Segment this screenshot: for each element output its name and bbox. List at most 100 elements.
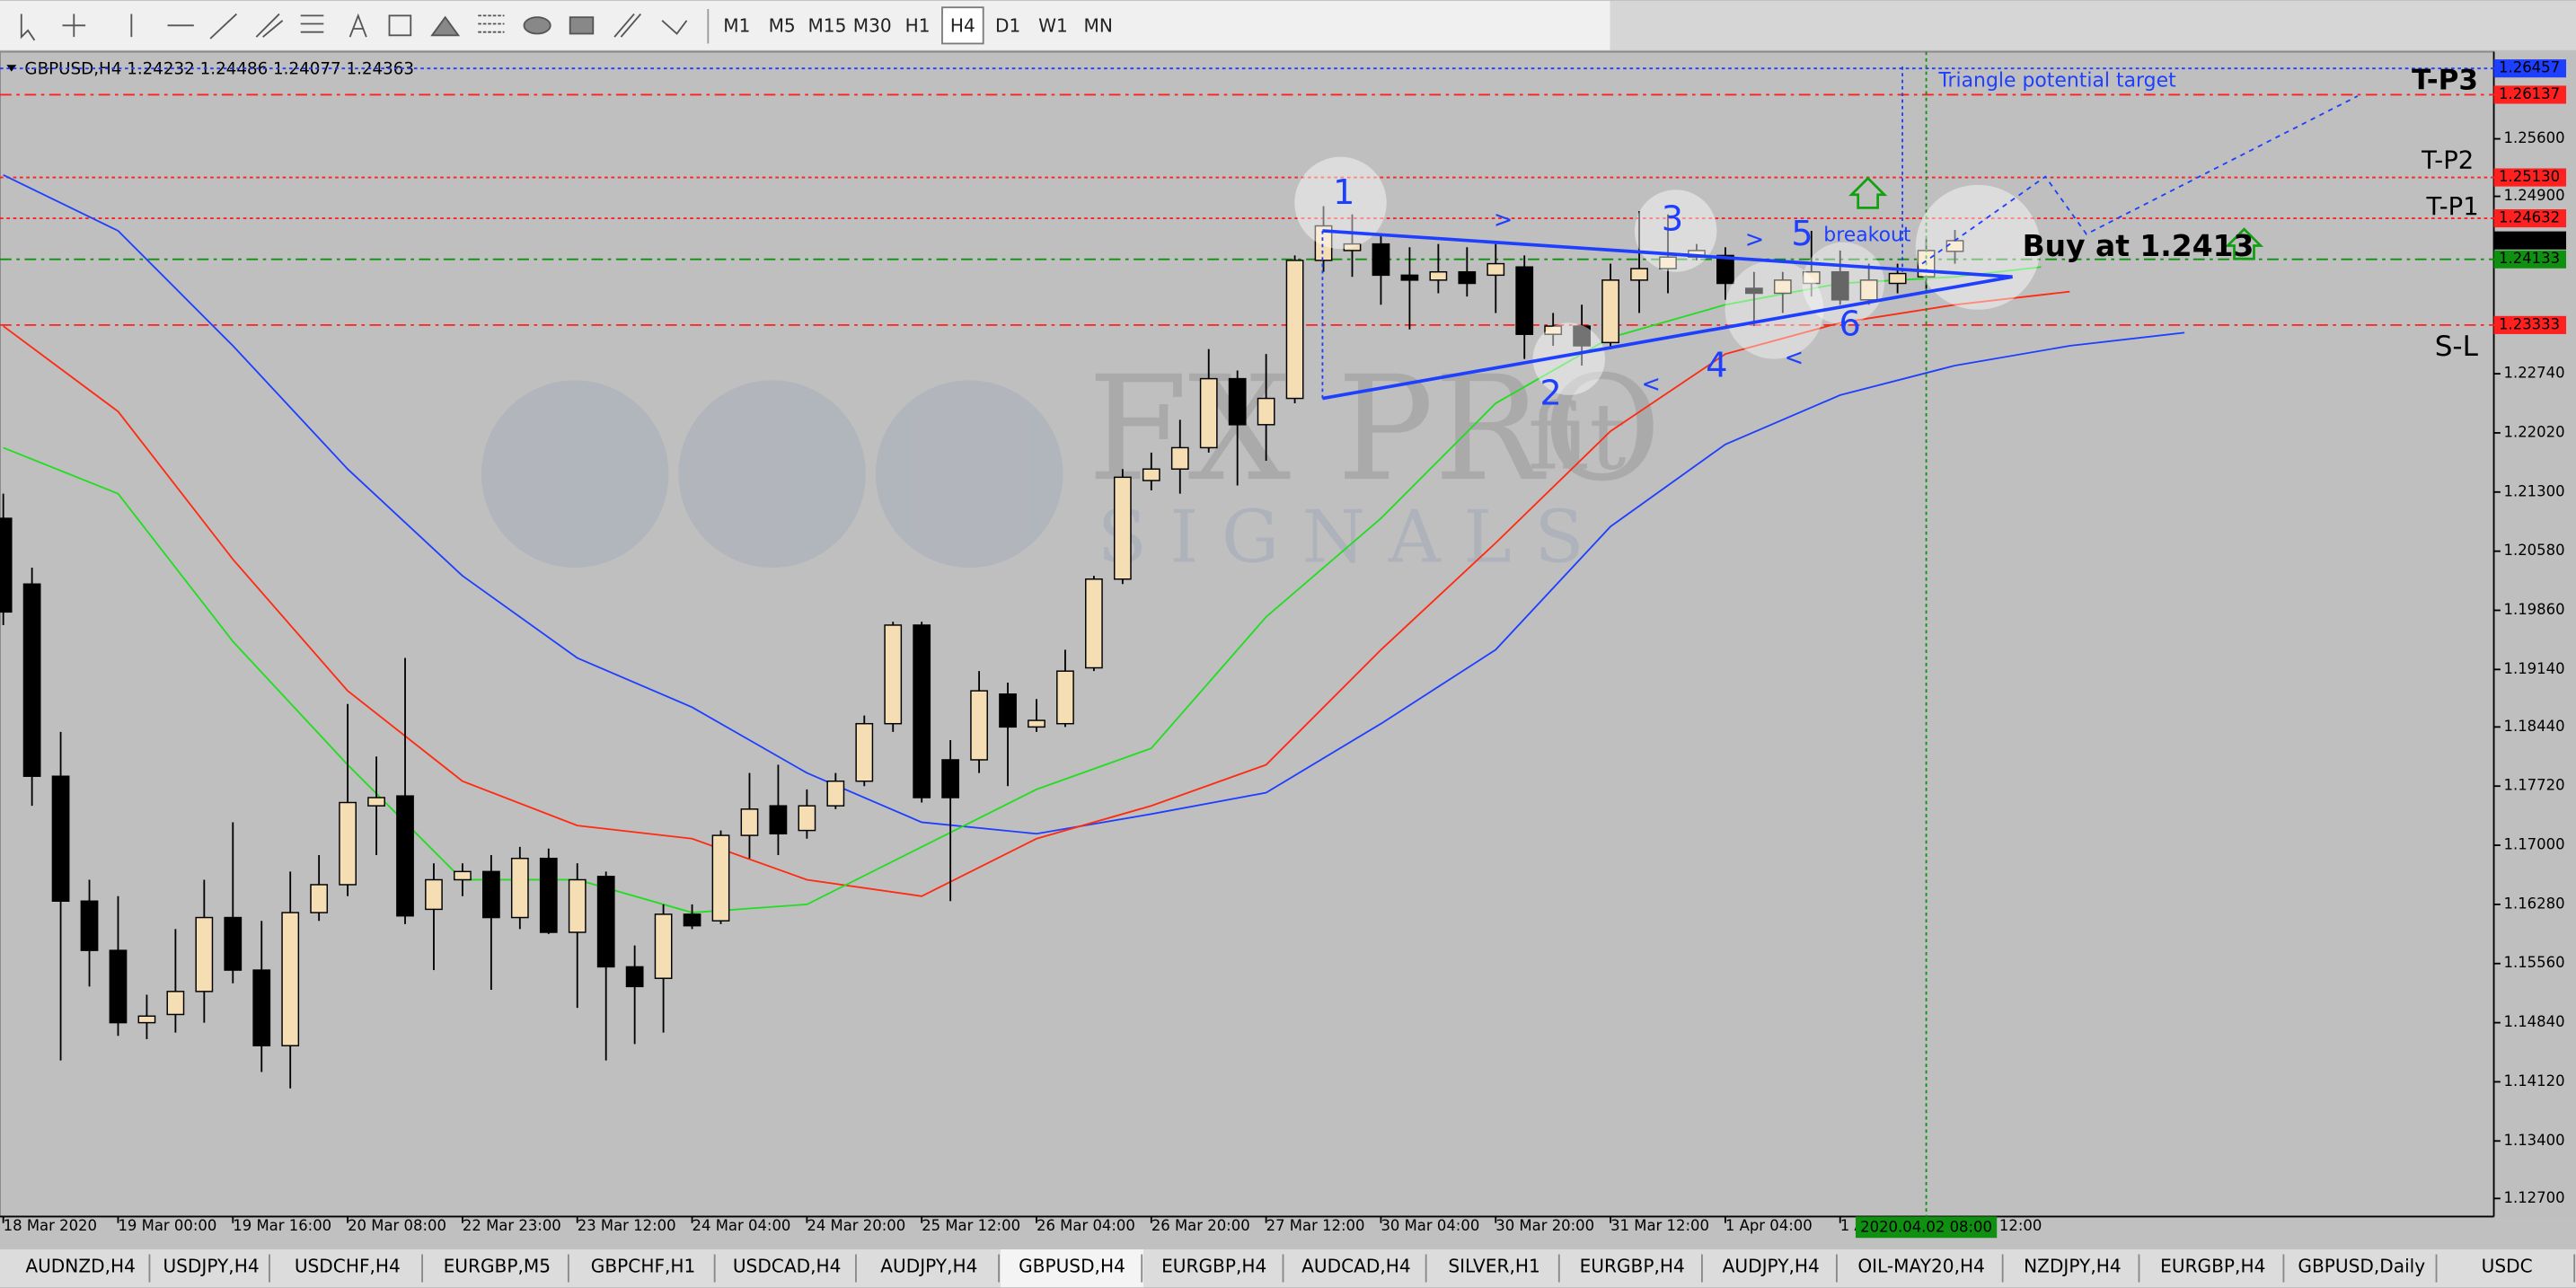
timeframe-button[interactable]: M1	[723, 15, 750, 37]
chart-tab[interactable]: EURGBP,H4	[1580, 1256, 1685, 1277]
candle-body	[539, 857, 558, 933]
candle-body	[913, 624, 931, 798]
up-arrow	[2224, 227, 2264, 260]
watermark-brand: FX PRO	[1088, 345, 1662, 513]
candle-body	[798, 805, 816, 832]
candle-body	[970, 690, 988, 761]
chart-tab[interactable]: AUDNZD,H4	[25, 1256, 136, 1277]
candle-body	[367, 797, 385, 807]
tp1-label: T-P1	[2426, 193, 2479, 221]
level-price-box	[2493, 315, 2567, 334]
y-tick-label: 1.21300	[2504, 482, 2565, 499]
candle-body	[1744, 287, 1763, 295]
timeframe-button[interactable]: M30	[853, 15, 892, 37]
x-tick-label: 19 Mar 16:00	[233, 1217, 331, 1234]
candle-body	[1429, 270, 1448, 281]
chart-header: GBPUSD,H4 1.24232 1.24486 1.24077 1.2436…	[24, 60, 414, 79]
level-price-box	[2493, 85, 2567, 104]
candle-body	[166, 991, 185, 1016]
candle-body	[1372, 243, 1390, 277]
candle-body	[1515, 266, 1534, 335]
chart-tab[interactable]: GBPUSD,Daily	[2298, 1256, 2425, 1277]
chart-tab[interactable]: AUDCAD,H4	[1301, 1256, 1411, 1277]
level-price-box	[2493, 250, 2567, 269]
text-a-icon	[348, 13, 367, 38]
y-tick-label: 1.12700	[2504, 1189, 2565, 1206]
chart-tab[interactable]: OIL-MAY20,H4	[1857, 1256, 1985, 1277]
candle-body	[1199, 377, 1218, 449]
pattern-point: 4	[1706, 345, 1727, 385]
candle-body	[769, 805, 788, 834]
sl-label: S-L	[2435, 331, 2479, 363]
watermark-circle	[678, 380, 866, 568]
x-tick-label: 24 Mar 20:00	[807, 1217, 905, 1234]
candle-body	[999, 693, 1017, 728]
candle-body	[1170, 446, 1189, 470]
x-tick-label: 23 Mar 12:00	[578, 1217, 676, 1234]
chart-tab[interactable]: EURGBP,H4	[1161, 1256, 1266, 1277]
channel-icon	[255, 13, 284, 38]
candle-body	[1831, 270, 1849, 301]
up-arrow	[1848, 176, 1888, 209]
buy-label: Buy at 1.2413	[2023, 228, 2254, 263]
y-tick-label: 1.18440	[2504, 718, 2565, 735]
y-tick-label: 1.20580	[2504, 542, 2565, 559]
crosshair-icon	[62, 13, 86, 38]
candle-body	[740, 808, 759, 836]
timeframe-button[interactable]: H1	[905, 15, 931, 37]
candle-body	[1142, 468, 1160, 481]
x-tick-label: 30 Mar 04:00	[1381, 1217, 1479, 1234]
candle-body	[1458, 270, 1477, 285]
chart-tab[interactable]: EURGBP,M5	[444, 1256, 551, 1277]
pattern-point: 6	[1839, 304, 1860, 345]
y-tick-label: 1.19860	[2504, 601, 2565, 618]
pattern-arrow: <	[1642, 371, 1661, 398]
pattern-point: 2	[1539, 373, 1561, 413]
chart-tab[interactable]: AUDJPY,H4	[1723, 1256, 1820, 1277]
candle-body	[596, 876, 615, 968]
chart-tab[interactable]: GBPCHF,H1	[591, 1256, 696, 1277]
chart-tab[interactable]: USDJPY,H4	[163, 1256, 259, 1277]
arrows-icon	[661, 20, 688, 35]
x-tick-label: 19 Mar 00:00	[118, 1217, 216, 1234]
y-tick-label: 1.13400	[2504, 1132, 2565, 1149]
candle-body	[1716, 254, 1734, 285]
chart-tab[interactable]: USDC	[2482, 1256, 2533, 1277]
level-price-label: 1.24133	[2499, 250, 2560, 267]
chart-tab[interactable]: USDCAD,H4	[733, 1256, 842, 1277]
chart-tab[interactable]: AUDJPY,H4	[880, 1256, 977, 1277]
y-tick-label: 1.14120	[2504, 1072, 2565, 1090]
level-price-box	[2493, 209, 2567, 228]
timeframe-button[interactable]: D1	[995, 15, 1020, 37]
candle-body	[195, 916, 214, 992]
candle-body	[1544, 325, 1563, 335]
annotations: Triangle potential target T-P3 T-P2 T-P1…	[1333, 65, 2479, 414]
cursor-icon	[20, 13, 36, 41]
level-price-label: 1.24632	[2499, 209, 2560, 226]
fibo-icon	[300, 14, 324, 33]
level-price-label: 1.26457	[2499, 59, 2560, 76]
chart-tab[interactable]: SILVER,H1	[1448, 1256, 1539, 1277]
chart-tab[interactable]: EURGBP,H4	[2160, 1256, 2265, 1277]
timeframe-button[interactable]: W1	[1038, 15, 1068, 37]
y-tick-label: 1.15560	[2504, 954, 2565, 971]
chart-tab[interactable]: USDCHF,H4	[295, 1256, 401, 1277]
triangle-lower	[1322, 275, 2013, 401]
label-icon	[388, 14, 412, 37]
candle-body	[711, 834, 730, 922]
y-tick-label: 1.25600	[2504, 129, 2565, 146]
candle-body	[281, 912, 300, 1046]
level-price-label: 1.24363	[2499, 231, 2560, 248]
candle-body	[51, 775, 70, 902]
timeframe-button[interactable]: H4	[950, 15, 975, 37]
timeframe-button[interactable]: MN	[1084, 15, 1113, 37]
chart-tab[interactable]: GBPUSD,H4	[1019, 1256, 1125, 1277]
timeframe-button[interactable]: M15	[807, 15, 846, 37]
toolbar	[0, 0, 1610, 50]
chart-tab[interactable]: NZDJPY,H4	[2024, 1256, 2122, 1277]
triangle-icon	[430, 15, 461, 37]
candle-body	[683, 913, 701, 927]
candle-body	[1228, 377, 1247, 426]
timeframe-button[interactable]: M5	[769, 15, 796, 37]
